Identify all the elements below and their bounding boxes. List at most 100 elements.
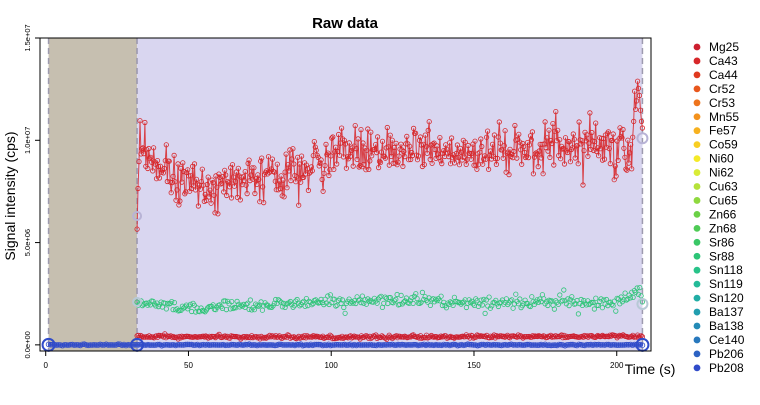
legend-marker	[693, 127, 701, 135]
data-point	[239, 334, 245, 341]
data-point	[570, 131, 576, 137]
data-point	[595, 153, 602, 159]
data-point	[309, 302, 315, 308]
data-point	[331, 342, 338, 348]
legend-label: Ca43	[709, 54, 738, 68]
data-point	[475, 333, 481, 339]
data-point	[252, 190, 258, 197]
data-point	[593, 120, 599, 126]
data-point	[401, 341, 407, 348]
data-point	[350, 334, 356, 340]
data-point	[397, 342, 403, 348]
data-point	[150, 168, 156, 174]
data-point	[286, 168, 292, 174]
legend-label: Sn120	[709, 291, 744, 305]
data-point	[626, 160, 632, 166]
data-point	[235, 301, 241, 307]
data-point	[404, 133, 410, 139]
data-point	[303, 295, 309, 302]
data-point	[250, 334, 256, 341]
data-point	[230, 174, 237, 180]
data-point	[395, 341, 401, 348]
data-point	[330, 134, 336, 140]
legend-marker	[693, 43, 701, 51]
data-point	[338, 125, 345, 131]
data-point	[91, 341, 97, 348]
data-point	[580, 182, 586, 188]
data-point	[200, 341, 207, 348]
data-point	[214, 184, 220, 190]
data-point	[289, 156, 295, 162]
legend-label: Ba137	[709, 305, 744, 319]
data-point	[440, 341, 447, 348]
data-point	[482, 153, 488, 159]
data-point	[136, 159, 142, 165]
data-point	[351, 333, 357, 339]
x-tick-label: 100	[325, 361, 339, 370]
data-point	[353, 300, 359, 307]
data-point	[337, 296, 343, 302]
legend-label: Cr53	[709, 96, 735, 110]
data-point	[175, 161, 181, 167]
data-point	[255, 303, 261, 309]
data-point	[407, 342, 413, 348]
series-layer	[45, 78, 646, 349]
data-point	[557, 292, 563, 298]
data-point	[372, 142, 379, 148]
data-point	[208, 342, 215, 348]
data-point	[342, 310, 348, 316]
data-point	[138, 151, 144, 157]
data-point	[417, 134, 423, 140]
data-point	[530, 342, 536, 348]
data-point	[503, 296, 509, 302]
data-point	[546, 342, 552, 348]
data-point	[245, 160, 251, 166]
data-point	[438, 293, 444, 299]
data-point	[139, 333, 145, 339]
data-point	[615, 333, 621, 339]
legend-marker	[693, 322, 701, 330]
data-point	[200, 333, 206, 339]
data-point	[409, 294, 415, 301]
data-point	[243, 301, 249, 307]
data-point	[609, 341, 616, 348]
data-point	[354, 156, 360, 162]
data-point	[280, 177, 286, 183]
legend-label: Ba138	[709, 319, 744, 333]
legend-label: Ca44	[709, 68, 738, 82]
data-point	[306, 298, 312, 304]
data-point	[178, 342, 185, 348]
data-point	[271, 169, 277, 175]
data-point	[218, 181, 224, 187]
data-point	[519, 161, 525, 167]
data-point	[239, 182, 245, 188]
data-point	[566, 139, 573, 145]
data-point	[609, 301, 615, 307]
x-tick-label: 0	[43, 361, 48, 370]
data-point	[407, 298, 413, 304]
data-point	[317, 160, 323, 166]
data-point	[314, 299, 320, 305]
data-point	[629, 166, 635, 172]
data-point	[331, 166, 337, 172]
data-point	[63, 342, 70, 348]
data-point	[562, 135, 569, 141]
data-point	[325, 293, 331, 299]
data-point	[206, 333, 212, 339]
data-point	[450, 302, 456, 308]
data-point	[171, 299, 177, 306]
data-point	[247, 178, 253, 184]
data-point	[247, 297, 253, 303]
data-point	[222, 167, 228, 173]
data-point	[379, 138, 386, 144]
legend-marker	[693, 308, 701, 316]
data-point	[496, 342, 503, 348]
data-point	[411, 341, 417, 348]
data-point	[47, 341, 54, 348]
data-point	[436, 342, 443, 348]
data-point	[419, 335, 425, 341]
data-point	[353, 146, 359, 152]
data-point	[268, 342, 274, 348]
data-point	[195, 203, 201, 209]
legend-marker	[693, 211, 701, 218]
